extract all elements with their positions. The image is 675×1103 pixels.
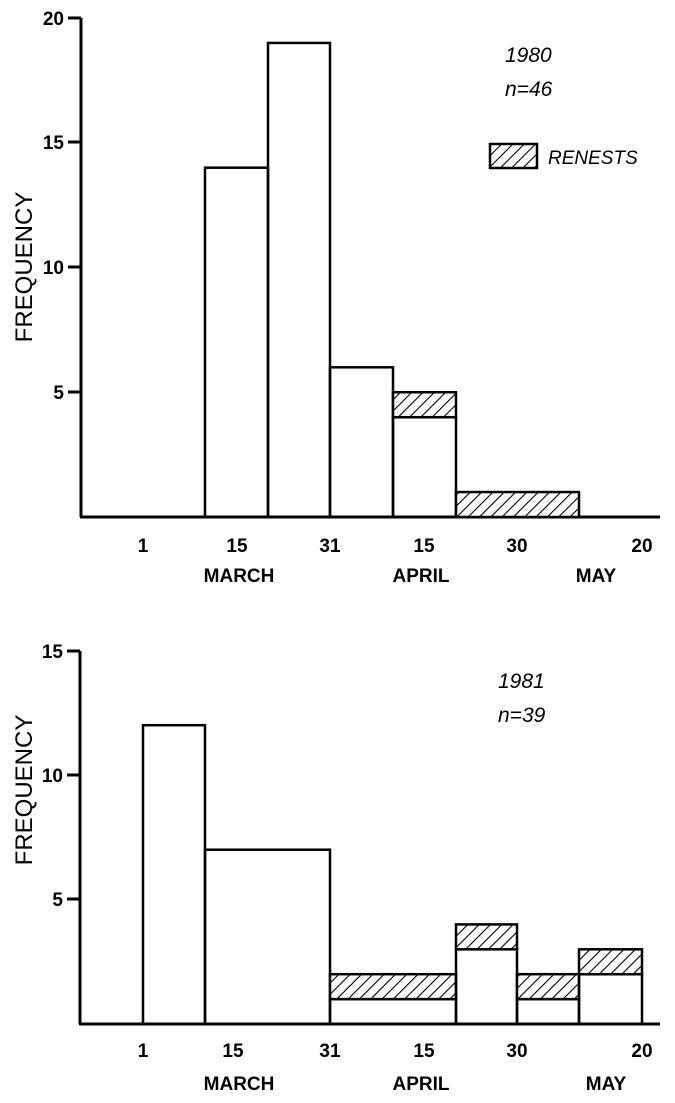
histogram-bars-1981	[141, 723, 644, 1026]
bar-first-nests	[203, 848, 332, 1026]
x-tick-label: 30	[506, 536, 527, 557]
chart-1980: 20 15 10 5 FREQUENCY 1 15 31 15 30 20 MA…	[11, 9, 660, 587]
x-tick-label: 15	[222, 1041, 244, 1062]
bar-renests	[454, 923, 519, 951]
x-tick-label: 15	[226, 536, 248, 557]
y-tick-label: 10	[42, 766, 63, 787]
x-tick-label: 1	[138, 536, 149, 557]
y-axis-label: FREQUENCY	[11, 715, 38, 866]
bar-first-nests	[141, 723, 207, 1026]
x-tick-label: 1	[138, 1041, 149, 1062]
bar-first-nests	[328, 997, 458, 1026]
y-tick-label: 10	[43, 258, 64, 279]
month-label: MAY	[586, 1074, 627, 1095]
bar-first-nests	[328, 366, 395, 519]
y-tick-label: 20	[43, 9, 64, 30]
sample-size-annotation: n=39	[498, 704, 546, 727]
x-tick-label: 20	[631, 536, 652, 557]
sample-size-annotation: n=46	[505, 78, 553, 101]
bar-first-nests	[577, 972, 644, 1026]
y-axis-label: FREQUENCY	[11, 192, 38, 343]
x-tick-label: 31	[319, 1041, 341, 1062]
bar-renests	[577, 948, 644, 976]
bar-renests	[515, 972, 581, 1001]
bar-first-nests	[203, 166, 270, 519]
bar-first-nests	[391, 415, 458, 519]
x-tick-label: 15	[413, 1041, 435, 1062]
bar-first-nests	[515, 997, 581, 1026]
y-tick-label: 5	[53, 383, 64, 404]
y-tick-label: 15	[42, 642, 64, 663]
month-label: APRIL	[393, 566, 450, 587]
bar-renests	[454, 490, 581, 519]
bar-renests	[391, 391, 458, 419]
month-label: APRIL	[393, 1074, 450, 1095]
x-tick-label: 20	[631, 1041, 652, 1062]
bar-renests	[328, 972, 458, 1001]
legend-swatch	[488, 142, 539, 170]
year-annotation: 1981	[498, 670, 545, 693]
x-tick-label: 15	[413, 536, 435, 557]
legend-label: RENESTS	[548, 148, 638, 169]
y-tick-label: 15	[43, 133, 65, 154]
y-tick-label: 5	[52, 890, 63, 911]
bar-first-nests	[266, 41, 332, 519]
month-label: MARCH	[204, 1074, 275, 1095]
histogram-bars-1980	[203, 41, 581, 519]
chart-1981: 15 10 5 FREQUENCY 1 15 31 15 30 20 MARCH…	[11, 642, 660, 1095]
month-label: MARCH	[204, 566, 275, 587]
month-label: MAY	[576, 566, 617, 587]
x-tick-label: 30	[506, 1041, 527, 1062]
bar-first-nests	[454, 948, 519, 1026]
year-annotation: 1980	[505, 44, 552, 67]
x-tick-label: 31	[319, 536, 341, 557]
